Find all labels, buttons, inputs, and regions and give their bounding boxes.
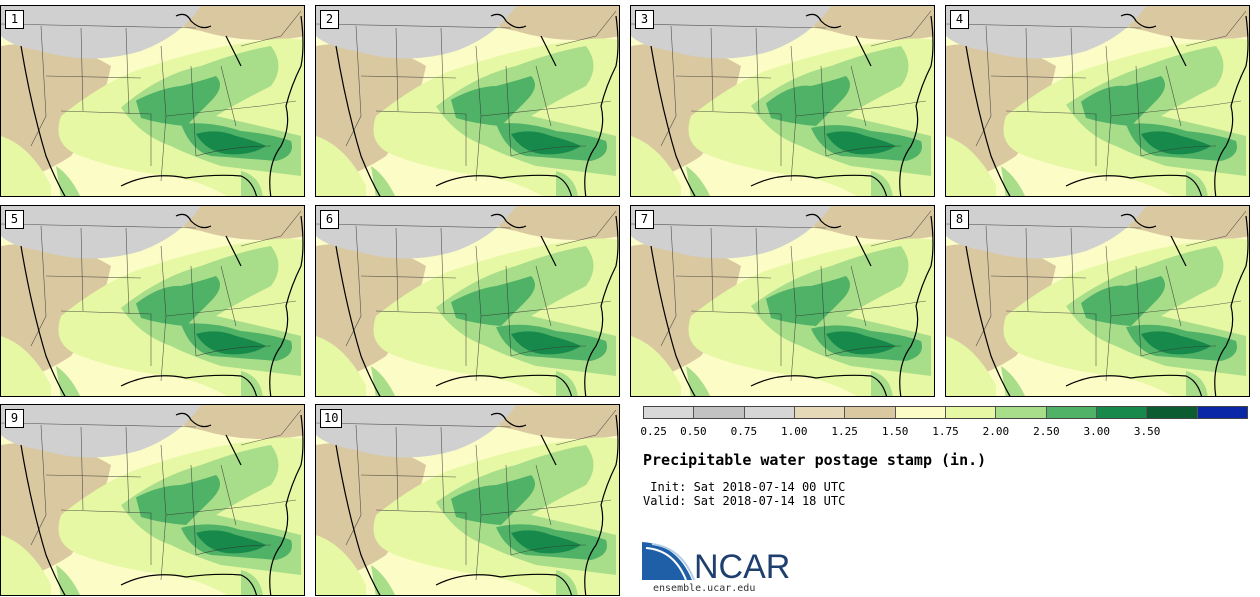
panel-number: 2 — [320, 10, 339, 29]
panel-number: 5 — [5, 210, 24, 229]
colorbar-swatch — [845, 407, 896, 418]
colorbar-swatch — [1046, 407, 1097, 418]
colorbar-tick-label: 1.00 — [781, 425, 808, 438]
colorbar-tick-label: 0.50 — [680, 425, 707, 438]
colorbar-tick-label: 0.25 — [640, 425, 667, 438]
colorbar-swatch — [794, 407, 846, 418]
panel-number: 10 — [320, 409, 343, 428]
panel-number: 9 — [5, 409, 24, 428]
panel-number: 3 — [635, 10, 654, 29]
map-panel: 3 — [630, 5, 935, 197]
colorbar-tick-label: 0.75 — [730, 425, 758, 438]
colorbar-swatch — [996, 407, 1047, 418]
colorbar-swatch — [694, 407, 745, 418]
colorbar-swatch — [644, 407, 695, 418]
colorbar-swatch — [1147, 407, 1198, 418]
map-panel: 2 — [315, 5, 620, 197]
map-panel: 4 — [945, 5, 1250, 197]
panel-number: 7 — [635, 210, 654, 229]
valid-time: Valid: Sat 2018-07-14 18 UTC — [643, 494, 846, 508]
map-panel: 10 — [315, 404, 620, 596]
logo-url: ensemble.ucar.edu — [653, 583, 756, 594]
colorbar-swatch — [895, 407, 946, 418]
svg-text:NCAR: NCAR — [694, 548, 790, 582]
panel-number: 6 — [320, 210, 339, 229]
map-panel: 8 — [945, 205, 1250, 397]
colorbar-tick-label: 3.50 — [1133, 425, 1161, 438]
map-panel: 1 — [0, 5, 305, 197]
ncar-logo: NCAR — [642, 540, 792, 586]
colorbar-tick-label: 3.00 — [1083, 425, 1111, 438]
panel-number: 1 — [5, 10, 24, 29]
colorbar-swatch — [1096, 407, 1148, 418]
map-panel: 9 — [0, 404, 305, 596]
panel-number: 4 — [950, 10, 969, 29]
map-panel: 7 — [630, 205, 935, 397]
init-time: Init: Sat 2018-07-14 00 UTC — [643, 480, 846, 494]
colorbar-tick-label: 1.50 — [881, 425, 909, 438]
colorbar-swatch — [1197, 407, 1247, 418]
colorbar-tick-label: 1.25 — [831, 425, 858, 438]
map-panel: 5 — [0, 205, 305, 397]
page-title: Precipitable water postage stamp (in.) — [643, 451, 987, 469]
colorbar-tick-label: 2.00 — [982, 425, 1010, 438]
panel-number: 8 — [950, 210, 969, 229]
map-panel: 6 — [315, 205, 620, 397]
colorbar-swatch — [945, 407, 997, 418]
colorbar-tick-label: 1.75 — [932, 425, 959, 438]
colorbar — [643, 406, 1248, 419]
colorbar-swatch — [744, 407, 795, 418]
colorbar-tick-label: 2.50 — [1033, 425, 1060, 438]
